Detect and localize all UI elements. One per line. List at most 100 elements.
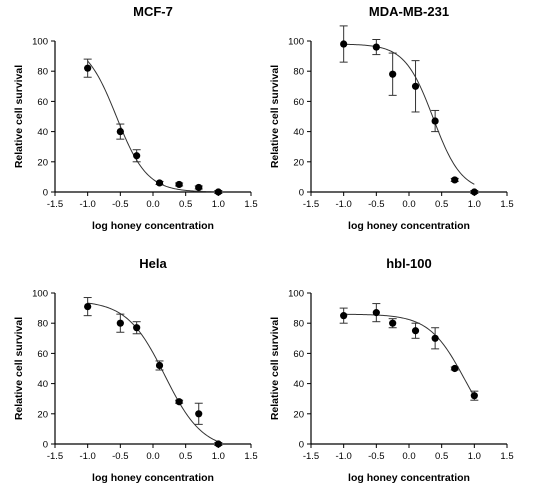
- data-point: [340, 312, 348, 320]
- y-tick-label: 100: [32, 37, 48, 48]
- y-axis-label: Relative cell survival: [269, 65, 281, 168]
- fit-curve: [343, 313, 475, 397]
- data-point: [133, 152, 141, 160]
- x-tick-label: 0.5: [179, 451, 192, 462]
- x-tick-label: 1.5: [244, 451, 257, 462]
- data-point: [84, 302, 92, 311]
- x-tick-label: -1.5: [303, 199, 319, 210]
- y-tick-label: 60: [293, 97, 304, 108]
- x-tick-label: 1.0: [212, 451, 225, 462]
- x-tick-label: -1.0: [335, 199, 351, 210]
- y-tick-label: 80: [37, 319, 48, 330]
- x-tick-label: 1.0: [468, 199, 481, 210]
- x-tick-label: 0.0: [146, 451, 159, 462]
- y-tick-label: 100: [288, 289, 304, 300]
- chart-title: Hela: [139, 256, 167, 271]
- chart-title: hbl-100: [386, 256, 432, 271]
- x-tick-label: -1.0: [79, 451, 95, 462]
- fit-curve: [343, 43, 475, 185]
- data-point: [155, 361, 164, 370]
- x-tick-label: 1.0: [468, 451, 481, 462]
- x-tick-label: 0.0: [402, 451, 415, 462]
- chart-panel-2: MDA-MB-231 -1.5 -1.0 -0.5 0.0 0.5 1.0 1.5 0 20 40 6…: [269, 4, 514, 232]
- x-tick-label: 0.0: [402, 199, 415, 210]
- y-tick-label: 0: [43, 188, 48, 199]
- data-point: [133, 324, 141, 332]
- x-tick-label: -1.0: [335, 451, 351, 462]
- x-tick-label: -1.5: [303, 451, 319, 462]
- x-tick-label: -1.5: [47, 451, 63, 462]
- data-point: [214, 188, 222, 196]
- data-point: [175, 180, 183, 189]
- x-tick-label: -1.0: [79, 199, 95, 210]
- data-point: [175, 398, 183, 406]
- x-tick-label: -0.5: [112, 199, 128, 210]
- chart-panel-3: Hela -1.5 -1.0 -0.5 0.0 0.5 1.0 1.5 0 20 40 60 80 100…: [13, 256, 258, 484]
- x-axis-label: log honey concentration: [92, 220, 214, 232]
- data-point: [155, 179, 164, 187]
- x-axis-label: log honey concentration: [348, 472, 470, 484]
- x-tick-label: -0.5: [368, 199, 384, 210]
- data-point: [372, 309, 380, 317]
- y-tick-label: 60: [37, 349, 48, 360]
- data-point: [411, 327, 420, 335]
- x-tick-label: 0.5: [179, 199, 192, 210]
- y-tick-label: 0: [43, 440, 48, 451]
- x-tick-label: -0.5: [112, 451, 128, 462]
- data-point: [84, 64, 92, 72]
- y-axis-label: Relative cell survival: [13, 65, 25, 168]
- x-tick-label: 1.0: [212, 199, 225, 210]
- x-tick-label: 1.5: [500, 451, 513, 462]
- y-tick-label: 20: [293, 157, 304, 168]
- y-tick-label: 60: [293, 349, 304, 360]
- chart-panel-4: hbl-100 -1.5 -1.0 -0.5 0.0 0.5 1.0 1.5 0 20 40 60 80…: [269, 256, 514, 484]
- data-point: [431, 334, 439, 342]
- y-tick-label: 100: [288, 37, 304, 48]
- y-tick-label: 60: [37, 97, 48, 108]
- data-point: [116, 319, 124, 327]
- x-tick-label: -1.5: [47, 199, 63, 210]
- y-tick-label: 40: [37, 379, 48, 390]
- y-tick-label: 40: [293, 379, 304, 390]
- x-axis-label: log honey concentration: [92, 472, 214, 484]
- y-tick-label: 80: [293, 319, 304, 330]
- data-point: [389, 319, 397, 327]
- x-axis-label: log honey concentration: [348, 220, 470, 232]
- y-tick-label: 80: [293, 67, 304, 78]
- y-tick-label: 0: [299, 440, 304, 451]
- data-point: [451, 176, 459, 184]
- y-tick-label: 40: [293, 127, 304, 138]
- y-tick-label: 80: [37, 67, 48, 78]
- y-axis-label: Relative cell survival: [269, 317, 281, 420]
- x-tick-label: 0.0: [146, 199, 159, 210]
- data-point: [195, 410, 203, 418]
- data-point: [389, 70, 397, 78]
- chart-panel-1: MCF-7 -1.5 -1.0 -0.5 0.0 0.5 1.0 1.5 0 20 40 60 80 10…: [13, 4, 258, 232]
- x-tick-label: 0.5: [435, 199, 448, 210]
- data-point: [470, 188, 478, 196]
- data-point: [451, 364, 459, 373]
- fit-curve: [87, 60, 219, 193]
- y-axis-label: Relative cell survival: [13, 317, 25, 420]
- y-tick-label: 100: [32, 289, 48, 300]
- y-tick-label: 20: [37, 409, 48, 420]
- y-tick-label: 20: [293, 409, 304, 420]
- data-point: [372, 43, 380, 51]
- x-tick-label: -0.5: [368, 451, 384, 462]
- y-tick-label: 40: [37, 127, 48, 138]
- x-tick-label: 0.5: [435, 451, 448, 462]
- data-point: [411, 82, 420, 90]
- data-point: [195, 183, 203, 192]
- x-tick-label: 1.5: [244, 199, 257, 210]
- data-point: [116, 128, 124, 136]
- chart-title: MDA-MB-231: [369, 4, 449, 19]
- data-point: [214, 440, 222, 448]
- fit-curve: [87, 302, 219, 443]
- y-tick-label: 0: [299, 188, 304, 199]
- data-point: [340, 40, 348, 48]
- data-point: [431, 117, 439, 125]
- data-point: [470, 392, 478, 400]
- y-tick-label: 20: [37, 157, 48, 168]
- chart-title: MCF-7: [133, 4, 173, 19]
